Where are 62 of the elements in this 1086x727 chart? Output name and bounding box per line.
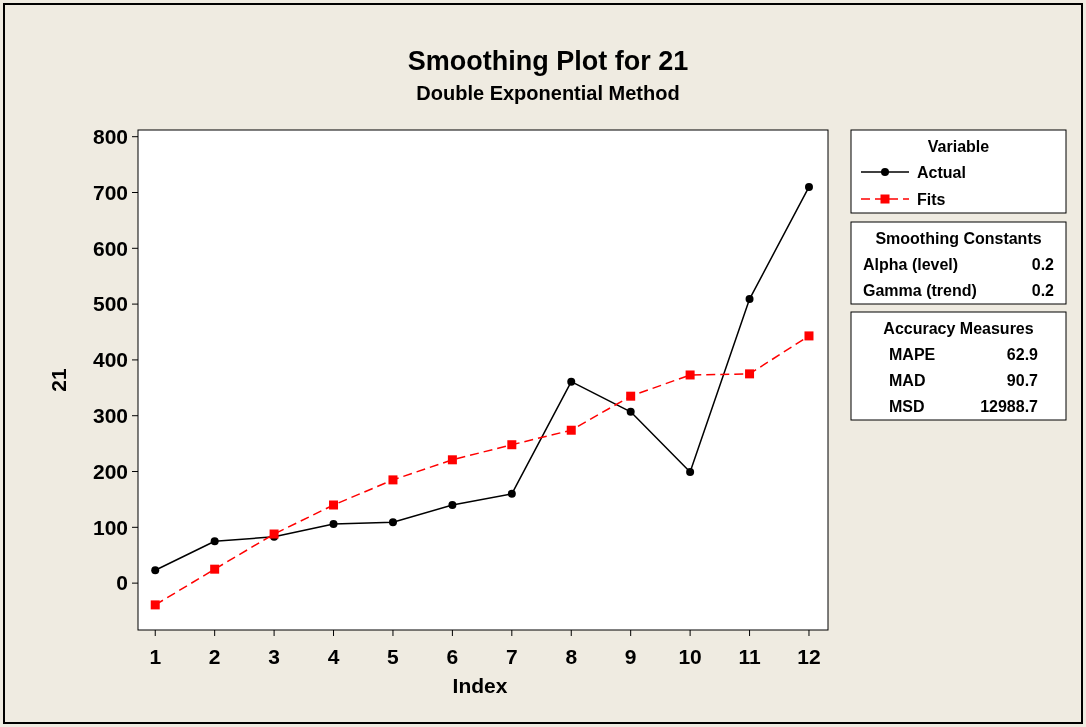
point (448, 501, 457, 509)
point (447, 455, 457, 465)
chart-title: Smoothing Plot for 21 (407, 46, 689, 76)
point (150, 600, 160, 610)
y-tick-label: 0 (116, 571, 128, 595)
y-tick-label: 100 (92, 515, 128, 539)
y-tick-label: 400 (92, 348, 128, 372)
text: Smoothing Constants (875, 230, 1042, 247)
x-tick-label: 4 (327, 645, 340, 668)
y-tick-label: 300 (92, 404, 128, 428)
x-tick-label: 2 (208, 645, 221, 668)
text: Gamma (trend) (863, 282, 977, 299)
x-tick-label: 6 (446, 645, 459, 668)
x-tick-label: 3 (268, 645, 280, 668)
legend-label: Actual (917, 163, 966, 181)
point (329, 519, 338, 528)
point (804, 182, 813, 191)
text: Accuracy Measures (883, 320, 1034, 337)
text: MAD (889, 372, 926, 389)
text: MAPE (889, 346, 936, 363)
point (567, 377, 576, 386)
text: Alpha (level) (863, 256, 959, 273)
y-tick-label: 600 (92, 236, 128, 260)
point (329, 500, 339, 510)
x-tick-label: 10 (678, 645, 702, 668)
point (507, 440, 517, 450)
x-tick-label: 12 (797, 645, 821, 668)
point (686, 468, 695, 477)
point (210, 537, 219, 546)
point (745, 295, 754, 304)
y-tick-label: 800 (92, 125, 128, 149)
point (804, 331, 814, 341)
legend-title: Variable (927, 138, 990, 155)
point (685, 370, 695, 380)
point (626, 407, 635, 416)
y-axis-title: 21 (47, 368, 70, 392)
point (210, 564, 220, 574)
chart-subtitle: Double Exponential Method (416, 82, 680, 104)
point (745, 369, 755, 379)
point (151, 566, 160, 575)
y-tick-label: 700 (92, 180, 128, 204)
text: 62.9 (1006, 346, 1039, 363)
point (507, 489, 516, 498)
point (388, 475, 398, 485)
text: 0.2 (1031, 256, 1055, 273)
text: 0.2 (1031, 282, 1055, 299)
legend-label: Fits (917, 190, 946, 208)
y-tick-label: 500 (92, 292, 128, 316)
x-tick-label: 7 (505, 645, 518, 668)
x-tick-label: 9 (624, 645, 637, 668)
x-tick-label: 5 (387, 645, 400, 668)
x-tick-label: 8 (565, 645, 578, 668)
x-tick-label: 1 (149, 645, 162, 668)
point (626, 391, 636, 401)
point (566, 425, 576, 435)
text: 90.7 (1006, 372, 1039, 389)
text: MSD (889, 398, 925, 415)
y-tick-label: 200 (92, 459, 128, 483)
x-tick-label: 11 (738, 645, 761, 668)
x-axis-title: Index (452, 674, 508, 697)
point (388, 518, 397, 527)
text: 12988.7 (980, 398, 1039, 415)
